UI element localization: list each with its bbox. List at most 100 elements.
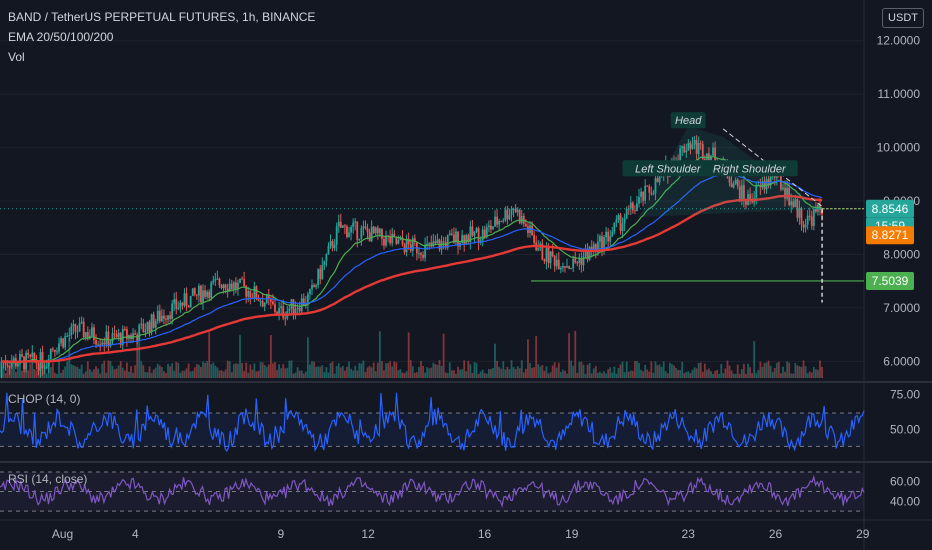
volume-bar — [734, 373, 737, 378]
candle — [294, 308, 297, 314]
candle — [555, 259, 558, 267]
candle — [601, 236, 603, 252]
candle — [442, 241, 445, 243]
volume-bar — [19, 365, 21, 378]
candle — [49, 348, 52, 360]
candle — [181, 302, 184, 306]
candle — [640, 191, 642, 197]
volume-bar — [16, 361, 19, 378]
volume-bar — [352, 370, 355, 378]
candle — [19, 354, 21, 365]
volume-bar — [58, 360, 60, 378]
volume-bar — [383, 370, 385, 378]
candle — [68, 334, 71, 336]
volume-legend[interactable]: Vol — [8, 50, 25, 64]
chop-title[interactable]: CHOP (14, 0) — [8, 392, 81, 406]
candle — [806, 215, 809, 225]
candle — [551, 251, 554, 257]
candle — [471, 226, 474, 236]
candle — [572, 258, 575, 269]
volume-bar — [545, 366, 548, 378]
candle — [356, 221, 359, 240]
candle — [407, 238, 410, 245]
candle — [210, 282, 213, 298]
volume-bar — [76, 366, 79, 378]
rsi-tick-label: 60.00 — [890, 475, 920, 489]
support-price-tag-box — [866, 271, 914, 290]
volume-bar — [4, 372, 7, 378]
candle — [304, 303, 307, 306]
candle — [492, 226, 494, 230]
volume-bar — [286, 367, 289, 378]
volume-bar — [23, 364, 25, 378]
candle — [339, 221, 342, 228]
candle — [613, 222, 616, 232]
candle — [413, 238, 416, 243]
volume-bar — [140, 361, 143, 378]
volume-bar — [249, 364, 252, 378]
candle — [794, 199, 797, 208]
candle — [370, 226, 373, 242]
candle — [689, 142, 692, 149]
candle — [393, 233, 396, 237]
volume-bar — [103, 360, 106, 378]
candle — [72, 324, 75, 327]
volume-bar — [413, 372, 416, 378]
candle — [446, 235, 449, 248]
candle — [31, 352, 34, 357]
volume-bar — [315, 366, 318, 378]
volume-bar — [45, 373, 48, 378]
rsi-title[interactable]: RSI (14, close) — [8, 472, 88, 486]
candle — [504, 209, 507, 221]
volume-bar — [701, 371, 704, 378]
candle — [352, 222, 355, 227]
volume-bar — [407, 332, 410, 378]
volume-bar — [654, 361, 657, 378]
ema-legend[interactable]: EMA 20/50/100/200 — [8, 30, 114, 44]
volume-bar — [738, 373, 741, 378]
volume-bar — [559, 371, 562, 378]
candle — [216, 278, 219, 280]
candle — [553, 256, 556, 267]
volume-bar — [693, 367, 696, 378]
currency-badge[interactable]: USDT — [882, 8, 924, 28]
volume-bar — [551, 365, 554, 378]
volume-bar — [644, 364, 647, 378]
candle — [300, 298, 303, 312]
volume-bar — [84, 371, 87, 378]
candle — [395, 236, 398, 244]
candle — [292, 299, 295, 314]
volume-bar — [121, 367, 124, 378]
volume-bar — [444, 372, 447, 378]
y-tick-label: 6.0000 — [883, 354, 920, 368]
volume-bar — [576, 373, 579, 378]
volume-bar — [662, 361, 665, 378]
candle — [440, 241, 443, 250]
volume-bar — [804, 366, 807, 378]
candle — [282, 306, 285, 318]
volume-bar — [467, 360, 470, 378]
pattern-label-box — [700, 160, 798, 177]
candle — [249, 291, 252, 298]
volume-bar — [619, 364, 622, 378]
volume-bar — [111, 365, 114, 378]
candle — [743, 185, 745, 201]
volume-bar — [409, 360, 412, 378]
volume-bar — [31, 363, 34, 378]
candle — [559, 267, 562, 270]
volume-bar — [722, 373, 725, 378]
volume-bar — [160, 367, 163, 378]
support-price-tag: 7.5039 — [872, 274, 909, 288]
candle — [430, 242, 433, 247]
volume-bar — [152, 369, 155, 378]
candle — [125, 329, 128, 339]
candle — [490, 225, 492, 230]
candle — [134, 333, 137, 335]
candle — [477, 228, 480, 243]
pattern-label-2: Right Shoulder — [700, 160, 798, 177]
volume-bar — [204, 362, 206, 378]
candle — [658, 174, 661, 183]
volume-bar — [465, 371, 468, 378]
candle — [142, 323, 145, 333]
